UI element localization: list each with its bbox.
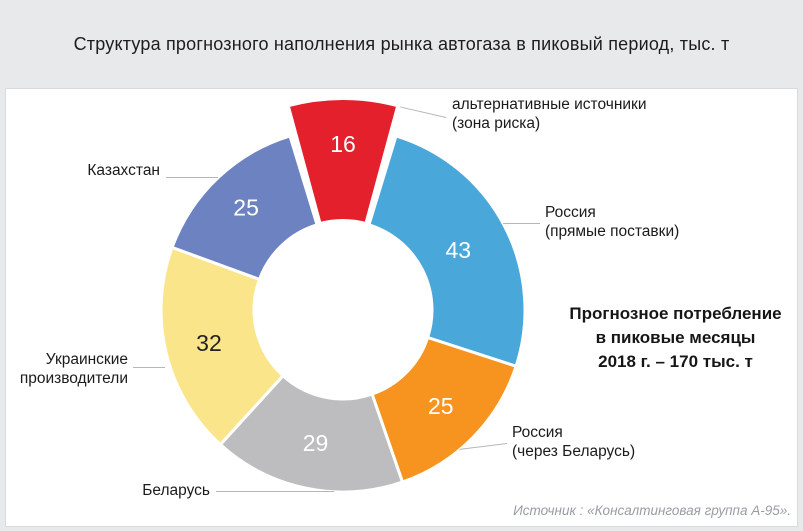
slice-value-alternative-sources: 16: [330, 131, 356, 157]
pie-slice-kazakhstan: [170, 134, 319, 281]
slice-value-ukrainian-producers: 32: [196, 330, 222, 356]
slice-value-belarus: 29: [303, 430, 329, 456]
pie-slice-russia-direct: [367, 134, 527, 368]
slice-label-ukrainian-producers: Украинские производители: [19, 351, 128, 387]
slice-label-belarus: Беларусь: [142, 482, 210, 499]
callout-line-belarus: [216, 491, 334, 492]
pie-slice-alternative-sources: [285, 96, 401, 227]
slice-label-russia-via-belarus: Россия (через Беларусь): [512, 424, 636, 460]
slice-label-russia-direct: Россия (прямые поставки): [545, 204, 680, 240]
title-band: Структура прогнозного наполнения рынка а…: [0, 0, 803, 88]
callout-line-kazakhstan: [166, 177, 218, 178]
slice-label-kazakhstan: Казахстан: [87, 162, 160, 179]
pie-slice-belarus: [218, 374, 404, 494]
slice-value-russia-direct: 43: [445, 237, 471, 263]
slice-value-kazakhstan: 25: [233, 195, 259, 221]
callout-line-russia-direct: [503, 223, 540, 224]
callout-line-ukrainian-producers: [133, 367, 165, 368]
forecast-consumption-note: Прогнозное потребление в пиковые месяцы …: [569, 304, 782, 371]
pie-slice-ukrainian-producers: [159, 245, 285, 446]
slice-value-russia-via-belarus: 25: [428, 393, 454, 419]
source-note: Источник : «Консалтинговая группа А-95».: [513, 503, 791, 518]
chart-title: Структура прогнозного наполнения рынка а…: [73, 33, 730, 54]
slice-label-alternative-sources: альтернативные источники (зона риска): [452, 96, 647, 132]
